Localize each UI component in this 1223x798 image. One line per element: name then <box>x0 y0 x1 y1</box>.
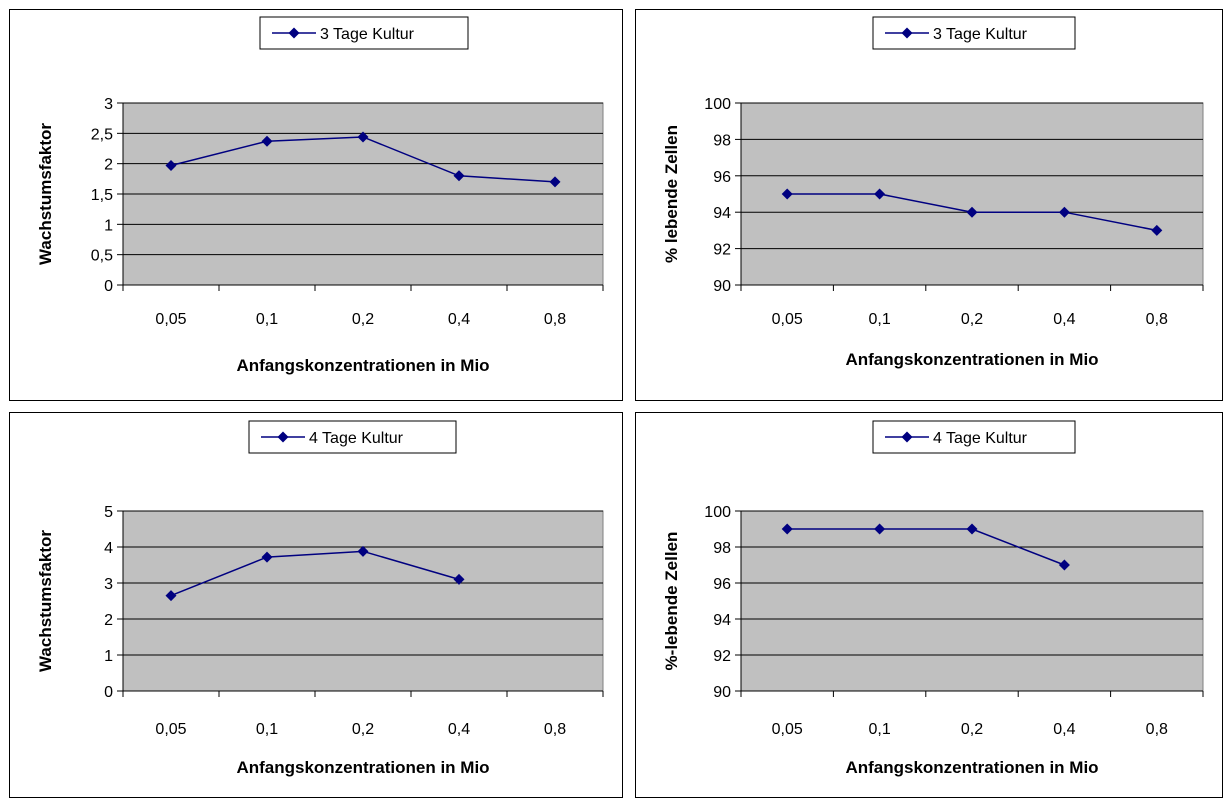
y-tick-label: 3 <box>104 96 113 113</box>
chart-svg: 0 0,5 1 1,5 2 2,5 3 0,05 0,1 0,2 0,4 0,8 Anfangskonz… <box>36 16 604 375</box>
data-point <box>1058 206 1070 218</box>
y-axis-title: Wachstumsfaktor <box>36 530 55 672</box>
y-tick-label: 5 <box>104 504 113 521</box>
y-tick-label: 0 <box>104 684 113 701</box>
y-tick-label: 94 <box>713 205 731 222</box>
y-tick-label: 4 <box>104 540 113 557</box>
data-point <box>165 590 177 602</box>
y-tick-label: 92 <box>713 648 731 665</box>
x-tick-label: 0,8 <box>544 721 566 738</box>
y-tick-label: 98 <box>713 132 731 149</box>
series-line <box>787 528 1065 566</box>
y-tick-label: 100 <box>704 96 731 113</box>
data-point <box>549 176 561 188</box>
data-point <box>1151 224 1163 236</box>
x-tick-label: 0,05 <box>155 311 186 328</box>
y-tick-label: 2 <box>104 157 113 174</box>
x-tick-label: 0,1 <box>256 311 278 328</box>
data-point <box>165 159 177 171</box>
chart-growth-3-days: 0 0,5 1 1,5 2 2,5 3 0,05 0,1 0,2 0,4 0,8 Anfangskonz… <box>9 9 623 401</box>
x-tick-label: 0,8 <box>1146 721 1168 738</box>
y-tick-label: 3 <box>104 576 113 593</box>
x-axis-title: Anfangskonzentrationen in Mio <box>845 758 1098 777</box>
x-axis-title: Anfangskonzentrationen in Mio <box>236 356 489 375</box>
x-tick-label: 0,2 <box>352 311 374 328</box>
y-tick-label: 90 <box>713 278 731 295</box>
chart-svg: 90 92 94 96 98 100 0,05 0,1 0,2 0,4 0,8 Anfangskonz… <box>662 16 1204 369</box>
x-tick-label: 0,1 <box>256 721 278 738</box>
y-tick-label: 1 <box>104 648 113 665</box>
data-point <box>453 573 465 585</box>
legend-marker <box>277 431 289 443</box>
x-tick-label: 0,2 <box>961 311 983 328</box>
y-tick-label: 90 <box>713 684 731 701</box>
legend-marker <box>901 431 913 443</box>
data-point <box>357 545 369 557</box>
y-tick-label: 92 <box>713 242 731 259</box>
data-point <box>966 206 978 218</box>
y-tick-label: 0,5 <box>91 248 113 265</box>
y-tick-label: 94 <box>713 612 731 629</box>
data-point <box>453 170 465 182</box>
chart-growth-4-days: 0 1 2 3 4 5 0,05 0,1 0,2 0,4 0,8 Anfangskonzentrati… <box>9 412 623 798</box>
legend-label: 4 Tage Kultur <box>933 430 1028 447</box>
legend-label: 4 Tage Kultur <box>309 430 404 447</box>
legend-marker <box>901 27 913 39</box>
x-tick-label: 0,4 <box>448 311 470 328</box>
x-tick-label: 0,05 <box>772 311 803 328</box>
x-tick-label: 0,05 <box>772 721 803 738</box>
x-tick-label: 0,4 <box>1053 721 1075 738</box>
x-tick-label: 0,4 <box>448 721 470 738</box>
chart-svg: 0 1 2 3 4 5 0,05 0,1 0,2 0,4 0,8 Anfangskonzentrati… <box>36 420 604 777</box>
x-tick-label: 0,8 <box>1146 311 1168 328</box>
x-tick-label: 0,05 <box>155 721 186 738</box>
data-point <box>261 551 273 563</box>
series-line <box>170 550 460 597</box>
legend-label: 3 Tage Kultur <box>320 26 415 43</box>
y-tick-label: 2 <box>104 612 113 629</box>
y-axis-title: %-lebende Zellen <box>662 532 681 671</box>
y-tick-label: 96 <box>713 576 731 593</box>
data-point <box>781 188 793 200</box>
y-tick-label: 2,5 <box>91 126 113 143</box>
data-point <box>874 523 886 535</box>
x-axis-title: Anfangskonzentrationen in Mio <box>845 350 1098 369</box>
data-point <box>357 131 369 143</box>
y-tick-label: 0 <box>104 278 113 295</box>
data-point <box>781 523 793 535</box>
y-axis-title: Wachstumsfaktor <box>36 123 55 265</box>
plot-area <box>740 510 1204 692</box>
x-axis-title: Anfangskonzentrationen in Mio <box>236 758 489 777</box>
plot-area <box>122 510 604 692</box>
y-tick-label: 1,5 <box>91 187 113 204</box>
chart-viability-3-days: 90 92 94 96 98 100 0,05 0,1 0,2 0,4 0,8 Anfangskonz… <box>635 9 1223 401</box>
x-tick-label: 0,2 <box>352 721 374 738</box>
y-axis-title: % lebende Zellen <box>662 125 681 263</box>
y-tick-label: 98 <box>713 540 731 557</box>
x-tick-label: 0,8 <box>544 311 566 328</box>
data-point <box>966 523 978 535</box>
data-point <box>1058 559 1070 571</box>
chart-svg: 90 92 94 96 98 100 0,05 0,1 0,2 0,4 0,8 Anfangskonz… <box>662 420 1204 777</box>
data-point <box>261 135 273 147</box>
legend-label: 3 Tage Kultur <box>933 26 1028 43</box>
y-tick-label: 100 <box>704 504 731 521</box>
y-tick-label: 1 <box>104 217 113 234</box>
x-tick-label: 0,1 <box>868 721 890 738</box>
data-point <box>874 188 886 200</box>
y-tick-label: 96 <box>713 169 731 186</box>
legend-marker <box>288 27 300 39</box>
x-tick-label: 0,4 <box>1053 311 1075 328</box>
x-tick-label: 0,1 <box>868 311 890 328</box>
x-tick-label: 0,2 <box>961 721 983 738</box>
chart-viability-4-days: 90 92 94 96 98 100 0,05 0,1 0,2 0,4 0,8 Anfangskonz… <box>635 412 1223 798</box>
